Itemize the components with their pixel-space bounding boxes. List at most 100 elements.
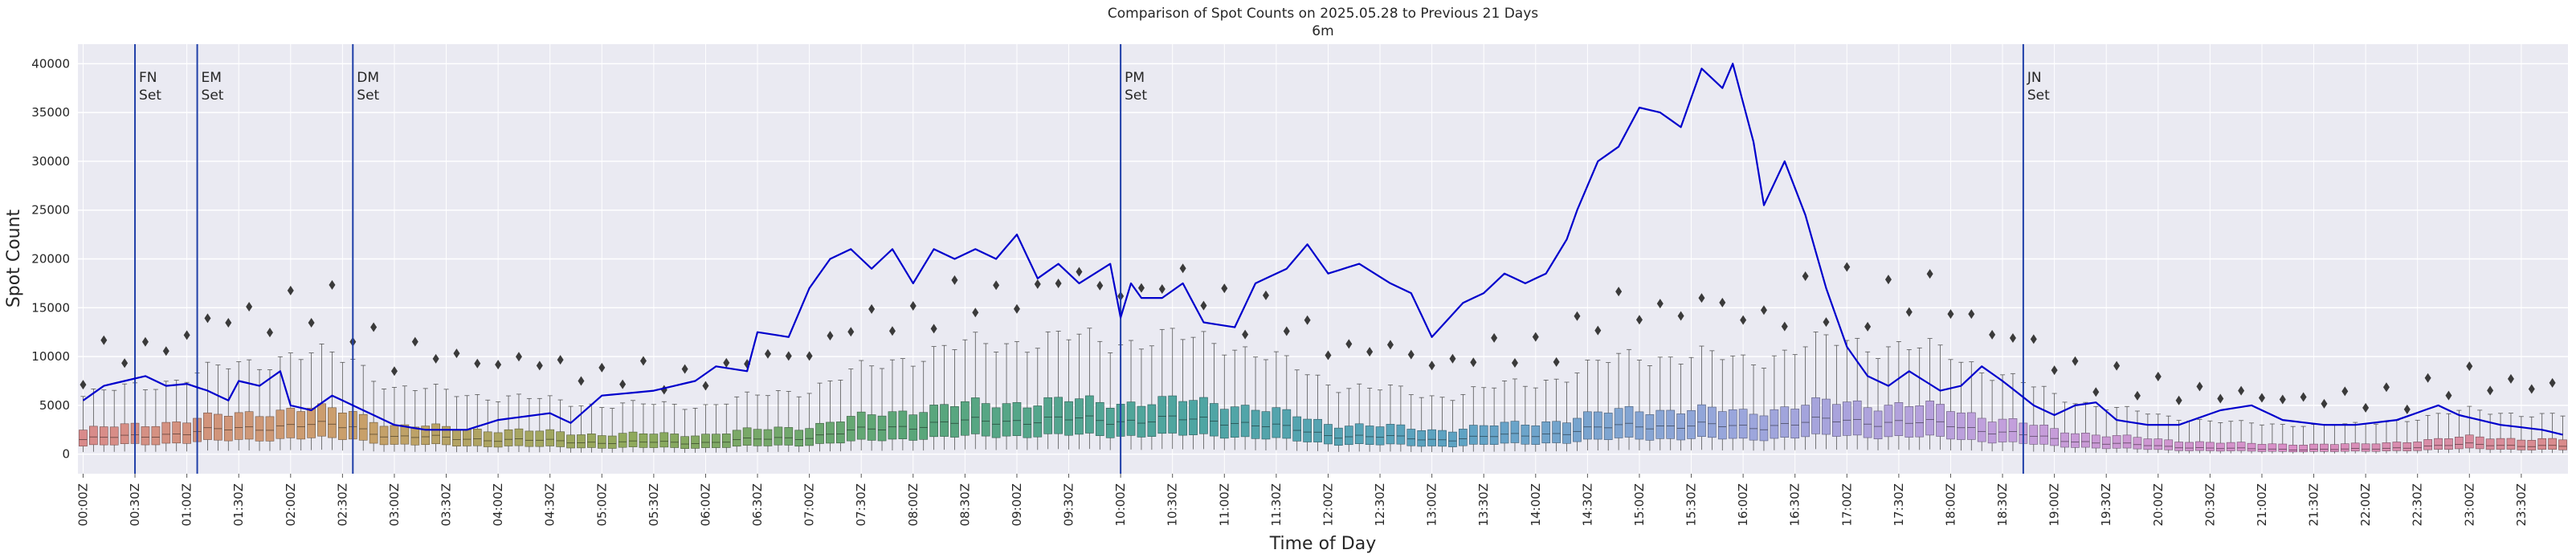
outlier-point bbox=[225, 318, 232, 328]
outlier-point bbox=[2424, 373, 2431, 383]
outlier-point bbox=[806, 351, 813, 361]
box-plot bbox=[680, 364, 689, 453]
outlier-point bbox=[329, 279, 336, 290]
outlier-point bbox=[2300, 392, 2307, 402]
box-body bbox=[1230, 406, 1239, 438]
box-body bbox=[919, 412, 929, 440]
outlier-point bbox=[1179, 263, 1186, 274]
box-plot bbox=[1386, 340, 1395, 452]
box-body bbox=[805, 428, 814, 446]
outlier-point bbox=[723, 357, 730, 368]
x-tick-label: 09:30Z bbox=[1062, 483, 1076, 527]
box-plot bbox=[753, 394, 762, 453]
box-plot bbox=[1396, 385, 1406, 452]
box-plot bbox=[1334, 392, 1343, 452]
x-tick-label: 06:30Z bbox=[750, 483, 765, 527]
box-plot bbox=[151, 389, 161, 452]
outlier-point bbox=[2549, 377, 2556, 388]
box-body bbox=[2496, 438, 2505, 450]
box-body bbox=[1075, 398, 1084, 435]
outlier-point bbox=[1615, 287, 1623, 297]
box-body bbox=[898, 410, 908, 439]
box-body bbox=[514, 428, 524, 446]
box-plot bbox=[2215, 393, 2225, 454]
event-label: JN bbox=[2027, 70, 2042, 86]
box-plot bbox=[597, 362, 606, 453]
x-tick-label: 10:00Z bbox=[1113, 483, 1128, 527]
box-plot bbox=[223, 318, 233, 451]
box-plot bbox=[1801, 271, 1810, 450]
outlier-point bbox=[2466, 361, 2473, 372]
outlier-point bbox=[2238, 385, 2245, 396]
outlier-point bbox=[1449, 353, 1456, 364]
box-plot bbox=[276, 356, 285, 450]
box-plot bbox=[2485, 385, 2495, 454]
box-plot bbox=[203, 313, 212, 451]
box-body bbox=[182, 422, 191, 444]
box-body bbox=[1904, 406, 1914, 438]
outlier-point bbox=[1304, 315, 1311, 325]
box-body bbox=[1064, 401, 1073, 436]
outlier-point bbox=[1283, 326, 1290, 336]
outlier-point bbox=[1491, 332, 1498, 343]
event-label: FN bbox=[139, 70, 157, 86]
box-body bbox=[981, 403, 990, 437]
box-body bbox=[1770, 409, 1779, 439]
box-plot bbox=[961, 339, 970, 450]
box-plot bbox=[1157, 283, 1167, 450]
box-plot bbox=[109, 389, 119, 452]
outlier-point bbox=[1884, 275, 1892, 285]
outlier-point bbox=[2258, 393, 2265, 403]
outlier-point bbox=[993, 280, 1000, 291]
outlier-point bbox=[2196, 381, 2203, 392]
box-plot bbox=[1095, 280, 1104, 450]
box-plot bbox=[1977, 373, 1986, 451]
outlier-point bbox=[681, 364, 688, 374]
box-plot bbox=[2153, 372, 2163, 454]
box-body bbox=[2506, 438, 2516, 450]
box-plot bbox=[2268, 423, 2277, 454]
box-body bbox=[2444, 438, 2453, 450]
box-body bbox=[587, 434, 596, 448]
box-body bbox=[1489, 425, 1499, 445]
outlier-point bbox=[80, 380, 87, 390]
outlier-point bbox=[183, 330, 190, 340]
outlier-point bbox=[1864, 321, 1872, 332]
outlier-point bbox=[1470, 357, 1477, 368]
x-tick-label: 04:30Z bbox=[543, 483, 557, 527]
box-body bbox=[1852, 400, 1862, 436]
box-plot bbox=[1354, 383, 1364, 452]
box-body bbox=[628, 431, 638, 447]
box-body bbox=[214, 413, 222, 441]
x-tick-label: 22:00Z bbox=[2358, 483, 2373, 527]
outlier-point bbox=[2133, 390, 2141, 401]
box-plot bbox=[1904, 307, 1914, 450]
box-body bbox=[1210, 403, 1219, 437]
x-tick-label: 01:30Z bbox=[231, 483, 246, 527]
box-plot bbox=[1541, 379, 1551, 452]
box-body bbox=[2071, 433, 2080, 448]
x-tick-label: 05:30Z bbox=[647, 483, 661, 527]
box-plot bbox=[2537, 413, 2547, 454]
box-plot bbox=[815, 382, 824, 452]
box-body bbox=[161, 422, 171, 444]
outlier-point bbox=[1823, 317, 1830, 328]
box-plot bbox=[99, 335, 108, 452]
box-plot bbox=[1770, 355, 1779, 450]
box-body bbox=[1199, 397, 1208, 434]
box-body bbox=[1936, 404, 1945, 437]
box-body bbox=[1147, 404, 1157, 437]
outlier-point bbox=[2113, 360, 2121, 371]
box-body bbox=[1614, 408, 1623, 438]
outlier-point bbox=[536, 360, 543, 371]
outlier-point bbox=[1947, 309, 1954, 320]
box-body bbox=[2423, 439, 2432, 450]
box-plot bbox=[1489, 332, 1499, 452]
box-plot bbox=[2299, 392, 2308, 454]
outlier-point bbox=[390, 366, 398, 377]
box-plot bbox=[1459, 393, 1468, 453]
box-plot bbox=[2309, 424, 2318, 454]
box-body bbox=[203, 412, 212, 440]
box-body bbox=[856, 411, 866, 440]
box-body bbox=[929, 405, 938, 438]
